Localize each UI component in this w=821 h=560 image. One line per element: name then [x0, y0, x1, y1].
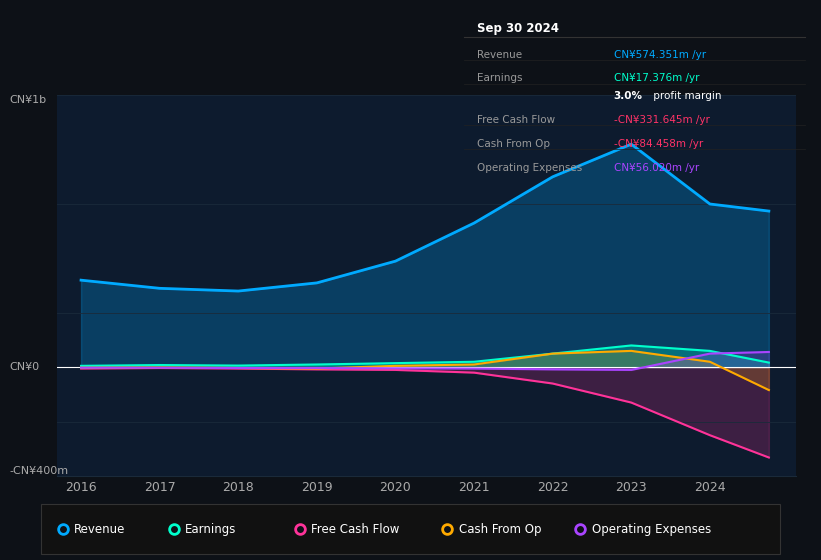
Text: CN¥574.351m /yr: CN¥574.351m /yr — [614, 49, 706, 59]
Text: Earnings: Earnings — [186, 522, 236, 536]
Text: Operating Expenses: Operating Expenses — [478, 163, 583, 173]
Text: profit margin: profit margin — [649, 91, 721, 101]
FancyBboxPatch shape — [41, 504, 780, 554]
Text: CN¥0: CN¥0 — [10, 362, 39, 372]
Text: Sep 30 2024: Sep 30 2024 — [478, 22, 559, 35]
Text: CN¥17.376m /yr: CN¥17.376m /yr — [614, 73, 699, 83]
Text: CN¥56.020m /yr: CN¥56.020m /yr — [614, 163, 699, 173]
Text: CN¥1b: CN¥1b — [10, 95, 47, 105]
Text: Cash From Op: Cash From Op — [478, 139, 551, 149]
Text: -CN¥400m: -CN¥400m — [10, 466, 69, 476]
Text: Revenue: Revenue — [75, 522, 126, 536]
Text: Revenue: Revenue — [478, 49, 523, 59]
Text: -CN¥331.645m /yr: -CN¥331.645m /yr — [614, 115, 709, 125]
Text: Free Cash Flow: Free Cash Flow — [311, 522, 399, 536]
Text: Cash From Op: Cash From Op — [459, 522, 541, 536]
Text: -CN¥84.458m /yr: -CN¥84.458m /yr — [614, 139, 703, 149]
Text: Free Cash Flow: Free Cash Flow — [478, 115, 556, 125]
Text: Earnings: Earnings — [478, 73, 523, 83]
Text: Operating Expenses: Operating Expenses — [591, 522, 711, 536]
Text: 3.0%: 3.0% — [614, 91, 643, 101]
